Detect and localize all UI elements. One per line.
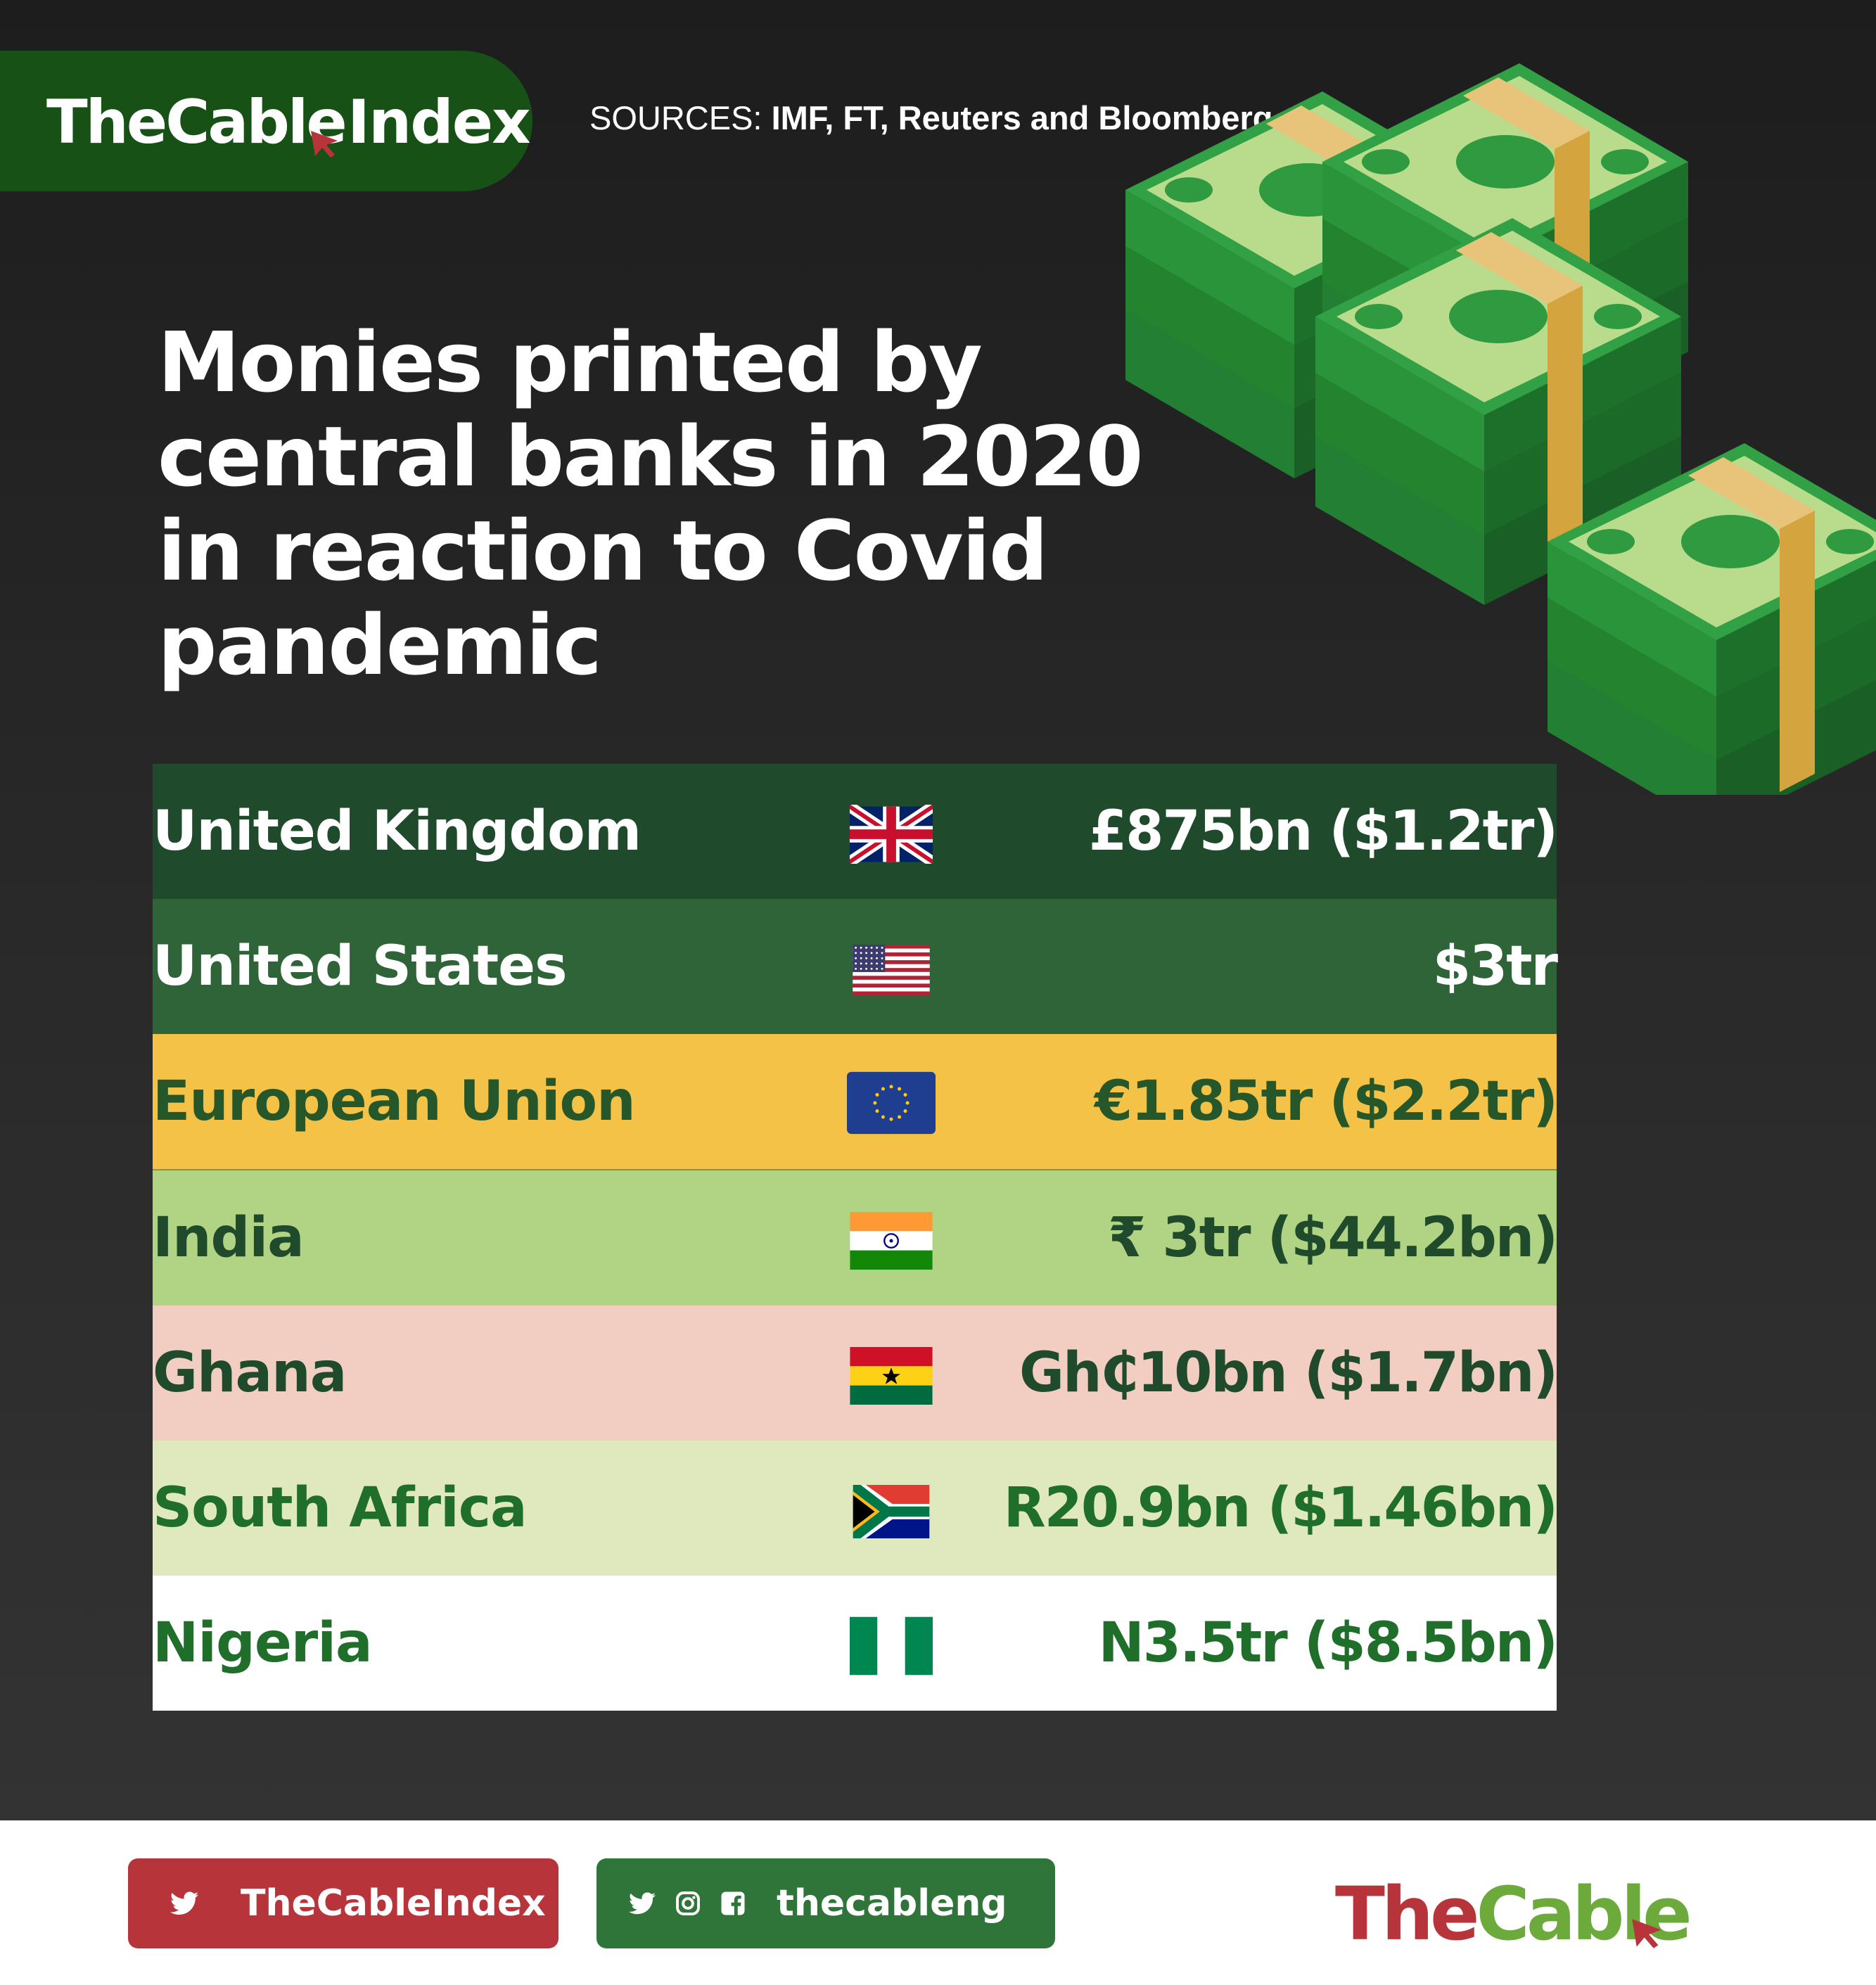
table-row: European Union €1.85tr ($2.2tr): [153, 1034, 1558, 1170]
country-cell: Ghana: [153, 1341, 347, 1405]
logo-index-text: Index: [347, 87, 531, 158]
social-handle-label: thecableng: [777, 1882, 1007, 1925]
uk-flag-icon: [786, 764, 997, 899]
amount-cell: $3tr: [1432, 935, 1558, 998]
amount-cell: Gh₵10bn ($1.7bn): [1019, 1341, 1558, 1405]
data-table: United Kingdom £875bn ($1.2tr) United Sta…: [153, 764, 1558, 1711]
twitter-icon: [629, 1892, 656, 1915]
table-row: India ₹ 3tr ($44.2bn): [153, 1170, 1558, 1306]
twitter-handle-label: TheCableIndex: [241, 1882, 546, 1925]
amount-cell: N3.5tr ($8.5bn): [1098, 1611, 1558, 1675]
thecable-brand-logo: TheCable: [1335, 1871, 1692, 1957]
table-row: United States $3tr: [153, 899, 1558, 1034]
page-title: Monies printed by central banks in 2020 …: [158, 315, 1156, 692]
cursor-icon: [1632, 1919, 1661, 1948]
south-africa-flag-icon: [786, 1441, 997, 1576]
facebook-icon: [721, 1891, 745, 1915]
twitter-handle-button[interactable]: TheCableIndex: [128, 1858, 559, 1948]
table-row: South Africa R20.9bn ($1.46bn): [153, 1441, 1558, 1576]
table-row: Ghana Gh₵10bn ($1.7bn): [153, 1306, 1558, 1441]
title-line-3: in reaction to Covid: [158, 502, 1048, 599]
social-handle-button[interactable]: thecableng: [596, 1858, 1055, 1948]
country-cell: United States: [153, 935, 568, 998]
amount-cell: £875bn ($1.2tr): [1088, 800, 1558, 863]
instagram-icon: [676, 1891, 700, 1915]
nigeria-flag-icon: [786, 1576, 997, 1711]
country-cell: United Kingdom: [153, 800, 642, 863]
amount-cell: ₹ 3tr ($44.2bn): [1108, 1206, 1558, 1270]
us-flag-icon: [786, 899, 997, 1034]
country-cell: Nigeria: [153, 1611, 373, 1675]
brand-the: The: [1335, 1871, 1480, 1957]
amount-cell: €1.85tr ($2.2tr): [1094, 1070, 1558, 1133]
country-cell: India: [153, 1206, 305, 1270]
country-cell: South Africa: [153, 1476, 528, 1540]
logo-badge: TheCable Index: [0, 51, 532, 191]
table-row: Nigeria N3.5tr ($8.5bn): [153, 1576, 1558, 1711]
eu-flag-icon: [786, 1034, 997, 1170]
twitter-icon: [170, 1891, 198, 1915]
logo-brand-text: TheCable: [46, 87, 347, 158]
country-cell: European Union: [153, 1070, 636, 1133]
sources-line: SOURCES: IMF, FT, Reuters and Bloomberg: [589, 98, 1272, 137]
title-line-1: Monies printed by: [158, 314, 983, 411]
ghana-flag-icon: [786, 1306, 997, 1441]
title-line-2: central banks in 2020: [158, 408, 1144, 505]
brand-cable: Cable: [1476, 1871, 1692, 1957]
sources-label: SOURCES:: [589, 99, 762, 136]
india-flag-icon: [786, 1170, 997, 1306]
amount-cell: R20.9bn ($1.46bn): [1003, 1476, 1558, 1540]
table-row: United Kingdom £875bn ($1.2tr): [153, 764, 1558, 899]
cursor-icon: [311, 131, 338, 158]
money-stacks-illustration: [1125, 63, 1876, 795]
title-line-4: pandemic: [158, 596, 602, 694]
sources-list: IMF, FT, Reuters and Bloomberg: [771, 99, 1273, 136]
